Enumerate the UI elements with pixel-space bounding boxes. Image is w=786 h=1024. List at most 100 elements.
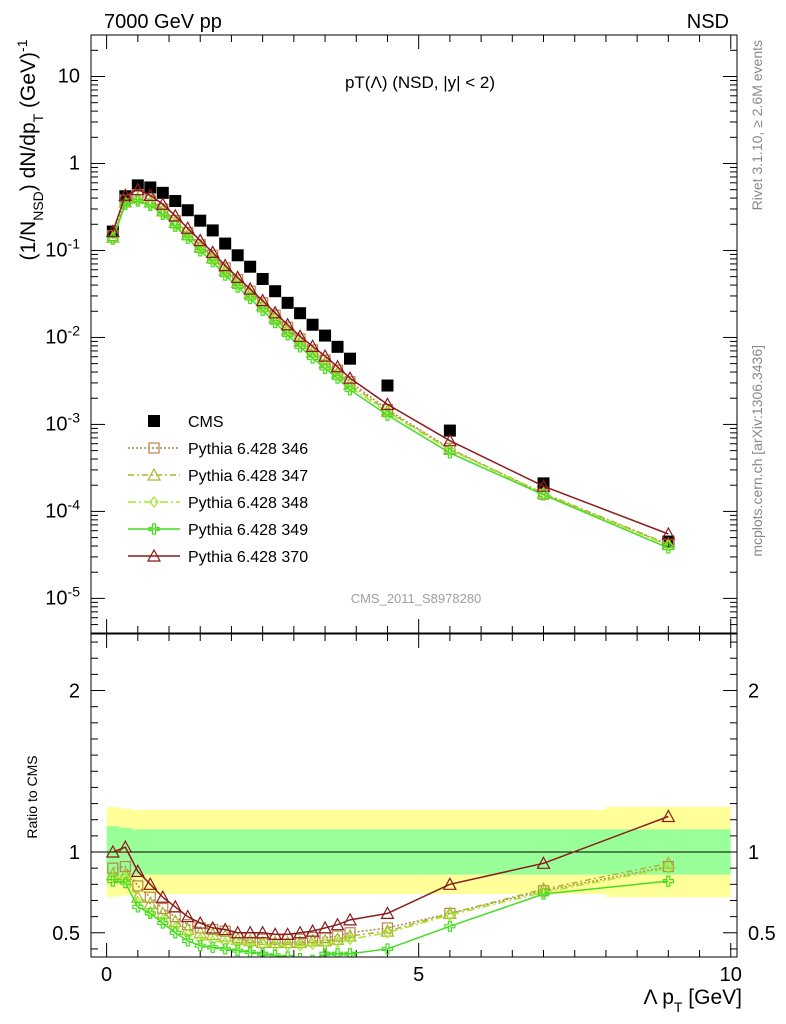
data-point bbox=[182, 935, 194, 947]
data-point bbox=[257, 933, 269, 945]
data-point bbox=[344, 927, 356, 939]
data-point bbox=[130, 190, 145, 204]
data-point bbox=[381, 409, 394, 421]
y-tick-label: 10-4 bbox=[45, 496, 80, 522]
bottom-frame bbox=[90, 633, 738, 958]
data-point bbox=[143, 877, 158, 890]
y-tick-label: 10-2 bbox=[45, 322, 80, 348]
main-panel: pT(Λ) (NSD, |y| < 2) CMS_2011_S8978280 1… bbox=[45, 34, 738, 634]
data-point bbox=[119, 860, 131, 873]
data-point bbox=[344, 384, 356, 396]
legend-marker bbox=[148, 415, 160, 427]
data-point bbox=[255, 293, 270, 307]
data-point bbox=[318, 920, 333, 934]
data-point bbox=[207, 934, 218, 947]
data-point bbox=[194, 940, 206, 952]
rivet-label: Rivet 3.1.10, ≥ 2.6M events bbox=[749, 40, 765, 210]
data-point bbox=[538, 886, 549, 899]
data-point bbox=[269, 285, 282, 298]
data-point bbox=[381, 943, 394, 955]
data-point bbox=[105, 867, 120, 881]
data-point bbox=[132, 195, 144, 207]
data-point bbox=[306, 932, 319, 944]
data-point bbox=[243, 281, 258, 295]
data-point bbox=[207, 923, 219, 936]
data-point bbox=[194, 214, 207, 227]
bottom-axes: 0.5 0.5 1 1 2 2 0 5 10 bbox=[52, 634, 776, 986]
data-point bbox=[245, 938, 255, 951]
data-point bbox=[662, 542, 674, 554]
chart-title: pT(Λ) (NSD, |y| < 2) bbox=[345, 73, 495, 92]
ratio-tick-label: 0.5 bbox=[52, 923, 80, 945]
data-point bbox=[444, 920, 456, 932]
data-point bbox=[332, 369, 343, 381]
header-left: 7000 GeV pp bbox=[104, 11, 222, 33]
data-point bbox=[310, 954, 315, 957]
header-right: NSD bbox=[687, 11, 729, 33]
ratio-series bbox=[105, 809, 676, 957]
ratio-tick-label: 1 bbox=[69, 842, 80, 864]
ratio-axis-label: Ratio to CMS bbox=[24, 755, 40, 838]
ratio-tick-label-right: 1 bbox=[748, 842, 759, 864]
data-point bbox=[155, 203, 170, 217]
data-point bbox=[537, 489, 550, 501]
data-point bbox=[318, 348, 333, 362]
data-point bbox=[143, 188, 158, 201]
data-point bbox=[305, 923, 320, 937]
data-point bbox=[143, 194, 158, 208]
data-point bbox=[256, 272, 269, 285]
data-point bbox=[219, 237, 232, 250]
data-point bbox=[133, 194, 143, 206]
data-point bbox=[382, 926, 393, 939]
series-line bbox=[112, 865, 669, 940]
data-point bbox=[662, 875, 674, 887]
data-point bbox=[268, 935, 283, 949]
data-point bbox=[331, 930, 344, 942]
data-point bbox=[293, 329, 308, 342]
data-point bbox=[207, 941, 219, 953]
data-point bbox=[294, 307, 307, 320]
data-point bbox=[118, 867, 133, 881]
data-point bbox=[661, 526, 676, 540]
legend-marker bbox=[146, 548, 162, 562]
ratio-series-370 bbox=[105, 809, 676, 940]
data-point bbox=[307, 938, 318, 951]
data-point bbox=[380, 397, 395, 410]
data-point bbox=[381, 379, 394, 392]
legend-marker bbox=[148, 442, 160, 454]
data-point bbox=[158, 913, 168, 926]
series-370 bbox=[105, 182, 676, 540]
legend-marker bbox=[146, 467, 162, 481]
data-point bbox=[330, 359, 345, 373]
data-point bbox=[195, 933, 205, 946]
data-point bbox=[268, 927, 283, 940]
data-point bbox=[663, 539, 674, 552]
data-point bbox=[118, 188, 133, 201]
data-point bbox=[293, 925, 308, 939]
data-point bbox=[195, 242, 205, 255]
data-point bbox=[343, 928, 358, 942]
data-point bbox=[445, 443, 455, 456]
x-tick-label: 5 bbox=[413, 964, 424, 986]
data-point bbox=[193, 925, 208, 939]
data-point bbox=[282, 951, 294, 957]
data-point bbox=[268, 305, 283, 319]
data-point bbox=[444, 447, 456, 459]
data-point bbox=[105, 844, 120, 858]
data-point bbox=[218, 258, 233, 272]
x-axis-label: Λ pT [GeV] bbox=[644, 986, 742, 1015]
legend: CMS Pythia 6.428 346 Pythia 6.428 347 Pythi… bbox=[128, 414, 308, 566]
top-series bbox=[105, 179, 676, 554]
data-point bbox=[205, 920, 220, 934]
data-point bbox=[380, 906, 395, 919]
data-point bbox=[170, 218, 181, 231]
y-tick-label: 10-5 bbox=[45, 583, 80, 609]
data-point bbox=[193, 233, 208, 247]
data-point bbox=[330, 931, 345, 945]
data-point bbox=[218, 928, 233, 942]
data-point bbox=[119, 877, 131, 889]
x-tick-label: 0 bbox=[101, 964, 112, 986]
data-point bbox=[445, 909, 455, 921]
data-point bbox=[205, 245, 220, 259]
